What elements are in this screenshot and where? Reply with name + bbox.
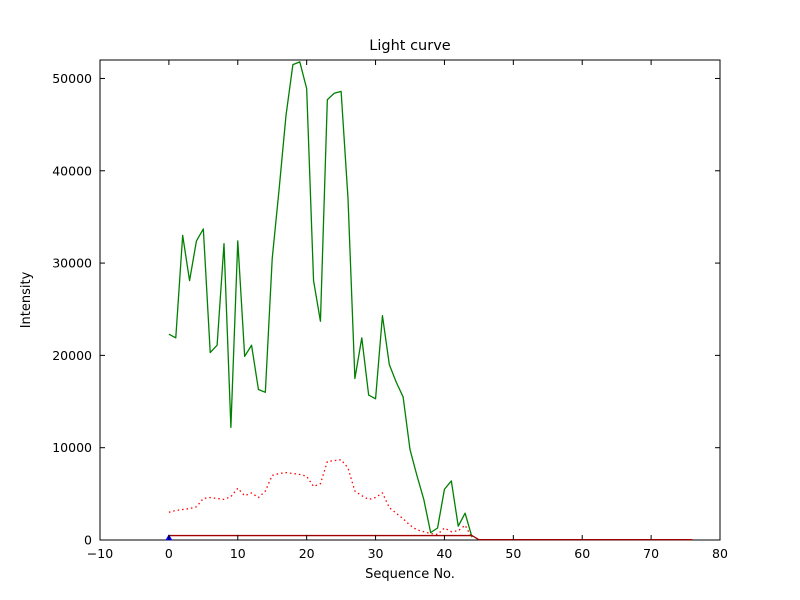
x-tick-label: 30 bbox=[368, 546, 384, 561]
chart-title: Light curve bbox=[369, 38, 451, 54]
series-layer bbox=[165, 61, 693, 541]
y-axis-label: Intensity bbox=[19, 271, 34, 328]
plot-frame bbox=[99, 59, 721, 541]
y-tick-label: 20000 bbox=[52, 348, 92, 363]
y-tick-label: 10000 bbox=[52, 440, 92, 455]
x-tick-label: 50 bbox=[505, 546, 521, 561]
x-tick-label: 10 bbox=[230, 546, 246, 561]
series-green-solid-curve bbox=[168, 61, 473, 538]
y-tick-label: 40000 bbox=[52, 163, 92, 178]
x-tick-label: 40 bbox=[436, 546, 452, 561]
y-tick-label: 50000 bbox=[52, 71, 92, 86]
y-tick-label: 0 bbox=[84, 533, 92, 548]
x-axis-label: Sequence No. bbox=[365, 567, 455, 582]
x-tick-label: 80 bbox=[712, 546, 728, 561]
x-tick-label: 60 bbox=[574, 546, 590, 561]
series-red-dotted-curve bbox=[168, 459, 473, 539]
tick-labels-layer: −10 0 10 20 30 40 50 60 70 8001000020000300004000… bbox=[52, 71, 728, 561]
x-tick-label: −10 bbox=[87, 546, 113, 561]
series-red-solid-baseline bbox=[168, 534, 693, 541]
x-tick-label: 20 bbox=[299, 546, 315, 561]
x-tick-label: 70 bbox=[643, 546, 659, 561]
x-tick-label: 0 bbox=[165, 546, 173, 561]
y-tick-label: 30000 bbox=[52, 256, 92, 271]
ticks-layer bbox=[99, 60, 721, 541]
